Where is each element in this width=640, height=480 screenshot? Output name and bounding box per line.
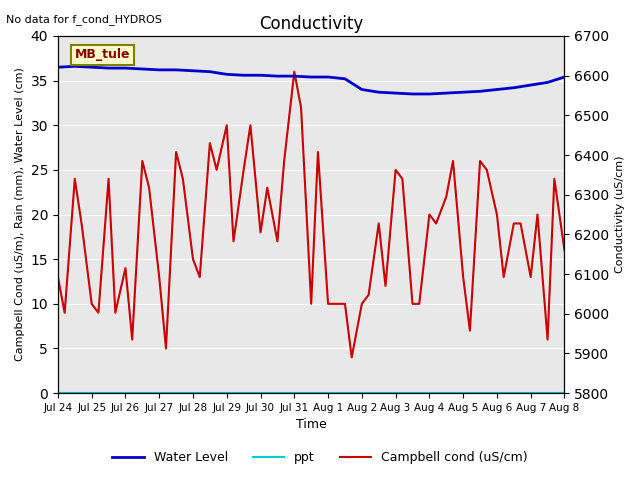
Line: Water Level: Water Level	[58, 66, 564, 94]
Y-axis label: Campbell Cond (uS/m), Rain (mm), Water Level (cm): Campbell Cond (uS/m), Rain (mm), Water L…	[15, 68, 25, 361]
X-axis label: Time: Time	[296, 419, 326, 432]
Campbell cond (uS/cm)	[510, 221, 518, 227]
Campbell cond (uS/cm)	[561, 247, 568, 253]
Water Level	[561, 74, 568, 80]
Title: Conductivity: Conductivity	[259, 15, 364, 33]
Water Level	[358, 87, 365, 93]
Text: No data for f_cond_HYDROS: No data for f_cond_HYDROS	[6, 14, 163, 25]
Text: MB_tule: MB_tule	[75, 48, 131, 61]
Water Level	[409, 91, 417, 97]
Campbell cond (uS/cm)	[230, 239, 237, 244]
Water Level	[122, 65, 129, 71]
Y-axis label: Conductivity (uS/cm): Conductivity (uS/cm)	[615, 156, 625, 273]
Water Level	[544, 80, 552, 85]
Water Level	[105, 65, 113, 71]
Campbell cond (uS/cm)	[348, 355, 356, 360]
Legend: Water Level, ppt, Campbell cond (uS/cm): Water Level, ppt, Campbell cond (uS/cm)	[108, 446, 532, 469]
Campbell cond (uS/cm)	[156, 274, 163, 280]
Water Level	[257, 72, 264, 78]
Water Level	[206, 69, 214, 74]
Line: Campbell cond (uS/cm): Campbell cond (uS/cm)	[58, 72, 564, 358]
Water Level	[156, 67, 163, 73]
Water Level	[273, 73, 281, 79]
Water Level	[172, 67, 180, 73]
Water Level	[341, 76, 349, 82]
Water Level	[138, 66, 146, 72]
Campbell cond (uS/cm)	[375, 221, 383, 227]
Campbell cond (uS/cm)	[172, 149, 180, 155]
Water Level	[426, 91, 433, 97]
Campbell cond (uS/cm)	[331, 301, 339, 307]
Water Level	[442, 90, 450, 96]
Water Level	[291, 73, 298, 79]
Water Level	[375, 89, 383, 95]
Water Level	[476, 88, 484, 94]
Water Level	[510, 85, 518, 91]
Water Level	[223, 72, 230, 77]
Campbell cond (uS/cm)	[54, 274, 61, 280]
Water Level	[240, 72, 248, 78]
Water Level	[307, 74, 315, 80]
Water Level	[392, 90, 399, 96]
Water Level	[189, 68, 197, 73]
Water Level	[460, 89, 467, 95]
Campbell cond (uS/cm)	[291, 69, 298, 74]
Water Level	[88, 64, 95, 70]
Water Level	[71, 63, 79, 69]
Water Level	[527, 82, 534, 88]
Water Level	[493, 87, 500, 93]
Water Level	[324, 74, 332, 80]
Water Level	[54, 64, 61, 70]
